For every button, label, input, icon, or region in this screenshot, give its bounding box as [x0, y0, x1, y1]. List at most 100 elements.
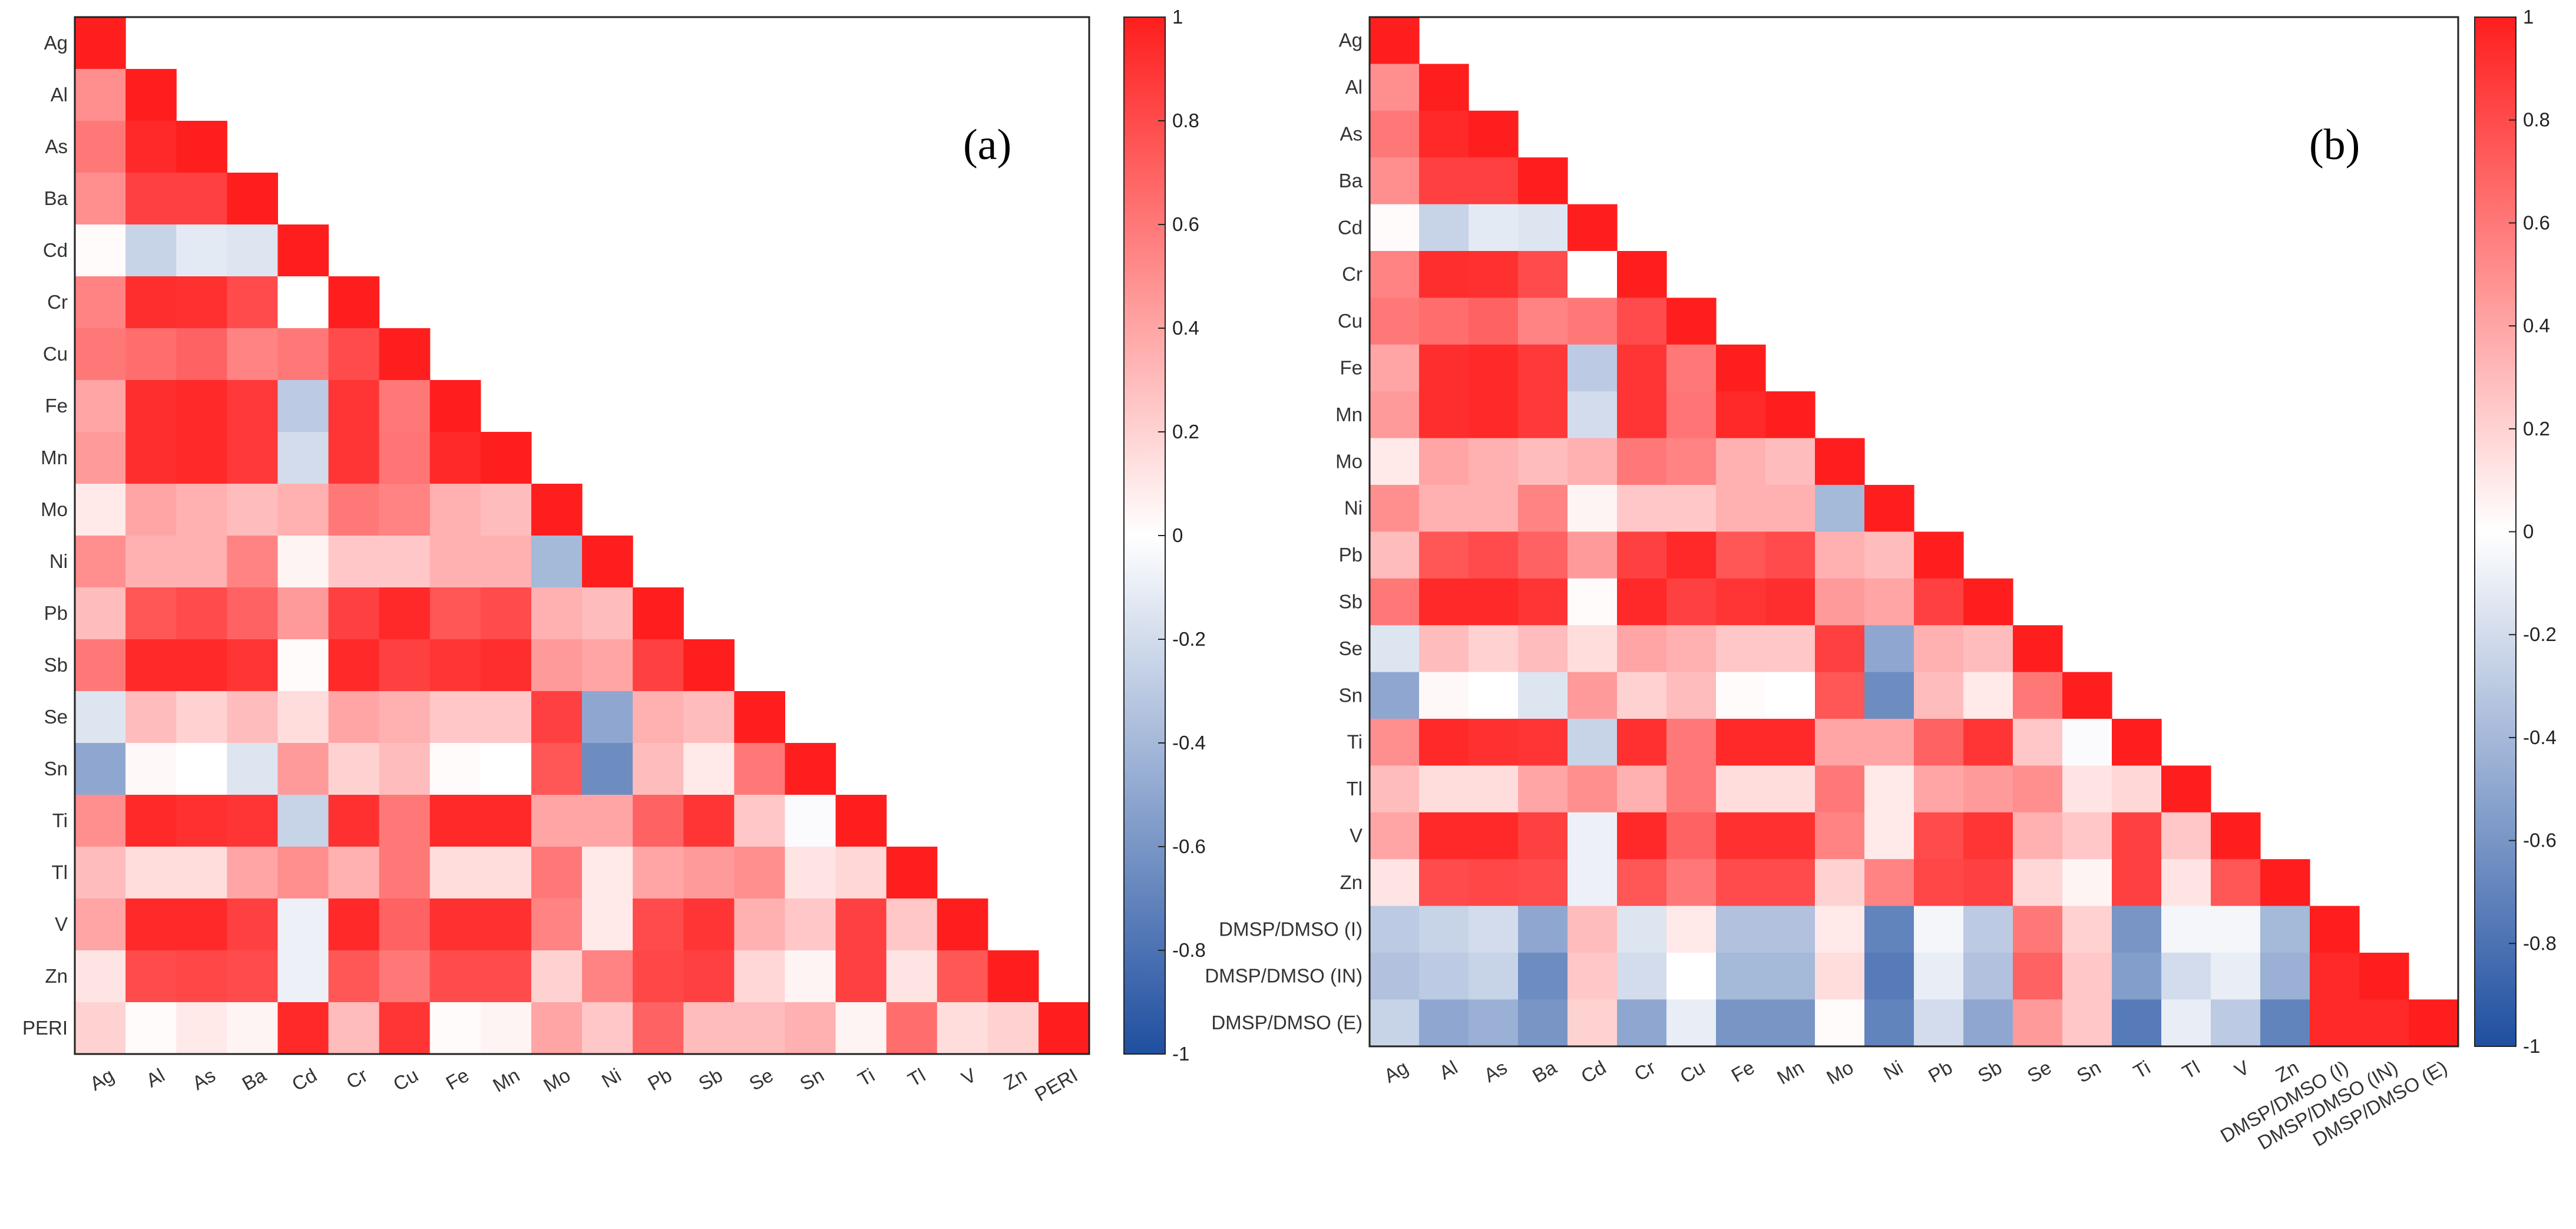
heatmap-cell-b-7-4	[1568, 344, 1618, 392]
heatmap-cell-a-12-5	[328, 639, 380, 692]
heatmap-cell-b-20-10	[1864, 953, 1914, 1000]
x-tick-label-b-14: Sn	[2073, 1056, 2104, 1087]
heatmap-cell-b-12-10	[1864, 578, 1914, 626]
heatmap-cell-a-5-1	[125, 276, 177, 329]
y-tick-label-a-12: Sb	[44, 654, 68, 676]
heatmap-cell-b-18-7	[1716, 859, 1766, 907]
colorbar-tick-label-a-4: 0.2	[1172, 421, 1199, 442]
heatmap-cell-a-15-13	[734, 795, 785, 847]
heatmap-panel-b: Ag Al As Ba Cd Cr Cu Fe Mn Mo Ni Pb Sb Se Sn Ti Tl V Zn DMS…	[1205, 6, 2557, 1154]
y-tick-label-b-17: V	[1350, 825, 1363, 847]
heatmap-cell-b-16-13	[2013, 765, 2063, 813]
heatmap-cell-b-17-15	[2112, 812, 2162, 860]
y-tick-label-a-16: Tl	[52, 861, 68, 883]
heatmap-cell-b-13-5	[1617, 625, 1667, 673]
heatmap-cell-a-13-8	[480, 691, 532, 744]
heatmap-cell-b-16-7	[1716, 765, 1766, 813]
y-tick-label-b-13: Se	[1339, 637, 1363, 659]
heatmap-cell-b-9-8	[1765, 438, 1816, 485]
heatmap-cell-b-6-2	[1469, 298, 1519, 345]
heatmap-cell-b-13-11	[1914, 625, 1964, 673]
heatmap-cell-a-10-6	[379, 536, 431, 588]
heatmap-cell-b-19-10	[1864, 906, 1914, 953]
heatmap-cell-a-5-3	[227, 276, 278, 329]
heatmap-cell-a-6-5	[328, 328, 380, 381]
heatmap-cell-b-11-11	[1914, 531, 1964, 579]
heatmap-cell-b-3-3	[1518, 157, 1568, 205]
x-tick-label-a-18: Zn	[1000, 1064, 1030, 1094]
heatmap-cell-b-19-16	[2161, 906, 2211, 953]
heatmap-cell-a-5-2	[176, 276, 227, 329]
heatmap-cell-b-12-2	[1469, 578, 1519, 626]
colorbar-tick-label-a-0: 1	[1172, 6, 1183, 28]
heatmap-cell-a-7-6	[379, 380, 431, 432]
heatmap-cell-a-19-5	[328, 1002, 380, 1055]
y-tick-label-a-8: Mn	[41, 447, 68, 468]
heatmap-cell-b-13-13	[2013, 625, 2063, 673]
heatmap-cell-b-18-11	[1914, 859, 1964, 907]
heatmap-cell-a-10-5	[328, 536, 380, 588]
heatmap-cell-b-10-6	[1666, 485, 1717, 532]
heatmap-cell-b-13-7	[1716, 625, 1766, 673]
x-tick-label-b-7: Fe	[1728, 1056, 1758, 1086]
heatmap-cell-a-14-7	[429, 743, 481, 795]
heatmap-cell-b-19-2	[1469, 906, 1519, 953]
heatmap-cell-b-15-12	[1963, 719, 2013, 766]
heatmap-cell-a-12-12	[683, 639, 735, 692]
colorbar-tick-label-b-5: 0	[2523, 521, 2534, 543]
heatmap-cell-a-18-9	[531, 950, 583, 1003]
heatmap-cell-a-18-4	[277, 950, 329, 1003]
heatmap-cell-a-13-13	[734, 691, 785, 744]
heatmap-cell-a-16-3	[227, 847, 278, 899]
heatmap-cell-b-4-3	[1518, 204, 1568, 252]
heatmap-cell-a-13-0	[75, 691, 126, 744]
heatmap-cell-b-11-4	[1568, 531, 1618, 579]
y-tick-label-b-14: Sn	[1339, 684, 1363, 706]
heatmap-cell-a-3-2	[176, 173, 227, 225]
heatmap-cell-a-17-1	[125, 898, 177, 951]
heatmap-cell-a-12-8	[480, 639, 532, 692]
heatmap-cell-a-19-12	[683, 1002, 735, 1055]
x-tick-label-a-8: Mn	[489, 1064, 523, 1096]
heatmap-cell-b-19-12	[1963, 906, 2013, 953]
y-tick-label-a-19: PERI	[22, 1017, 68, 1039]
heatmap-cell-b-12-11	[1914, 578, 1964, 626]
heatmap-cell-a-9-8	[480, 484, 532, 536]
heatmap-cell-a-13-2	[176, 691, 227, 744]
heatmap-cell-a-18-13	[734, 950, 785, 1003]
heatmap-cell-b-8-8	[1765, 391, 1816, 439]
y-tick-label-a-5: Cr	[47, 291, 68, 313]
heatmap-cell-b-19-9	[1815, 906, 1865, 953]
heatmap-cell-a-13-4	[277, 691, 329, 744]
colorbar-tick-label-a-1: 0.8	[1172, 110, 1199, 131]
x-tick-label-a-16: Tl	[904, 1064, 929, 1091]
y-tick-label-b-5: Cr	[1342, 263, 1363, 285]
heatmap-cell-a-17-6	[379, 898, 431, 951]
y-tick-label-a-1: Al	[51, 84, 68, 105]
x-tick-label-b-8: Mn	[1773, 1056, 1807, 1089]
heatmap-cell-b-15-1	[1419, 719, 1469, 766]
colorbar-tick-label-a-10: -1	[1172, 1043, 1189, 1065]
heatmap-cell-b-11-8	[1765, 531, 1816, 579]
x-tick-label-b-12: Sb	[1974, 1056, 2005, 1087]
heatmap-cell-a-14-13	[734, 743, 785, 795]
heatmap-cell-b-2-2	[1469, 110, 1519, 158]
heatmap-cell-a-4-2	[176, 224, 227, 277]
colorbar-tick-label-a-3: 0.4	[1172, 317, 1199, 339]
heatmap-cell-b-21-0	[1370, 999, 1420, 1047]
heatmap-cell-a-14-10	[582, 743, 633, 795]
heatmap-cell-b-21-11	[1914, 999, 1964, 1047]
heatmap-cell-a-17-9	[531, 898, 583, 951]
heatmap-cell-b-21-2	[1469, 999, 1519, 1047]
x-tick-label-a-10: Ni	[598, 1064, 624, 1092]
heatmap-cell-b-10-2	[1469, 485, 1519, 532]
heatmap-cell-a-10-9	[531, 536, 583, 588]
heatmap-cell-a-5-4	[277, 276, 329, 329]
heatmap-cell-a-8-1	[125, 432, 177, 484]
heatmap-cell-b-20-17	[2211, 953, 2261, 1000]
heatmap-cell-a-6-6	[379, 328, 431, 381]
heatmap-cell-b-20-16	[2161, 953, 2211, 1000]
heatmap-cell-a-6-0	[75, 328, 126, 381]
heatmap-cell-b-11-7	[1716, 531, 1766, 579]
heatmap-cell-b-7-2	[1469, 344, 1519, 392]
